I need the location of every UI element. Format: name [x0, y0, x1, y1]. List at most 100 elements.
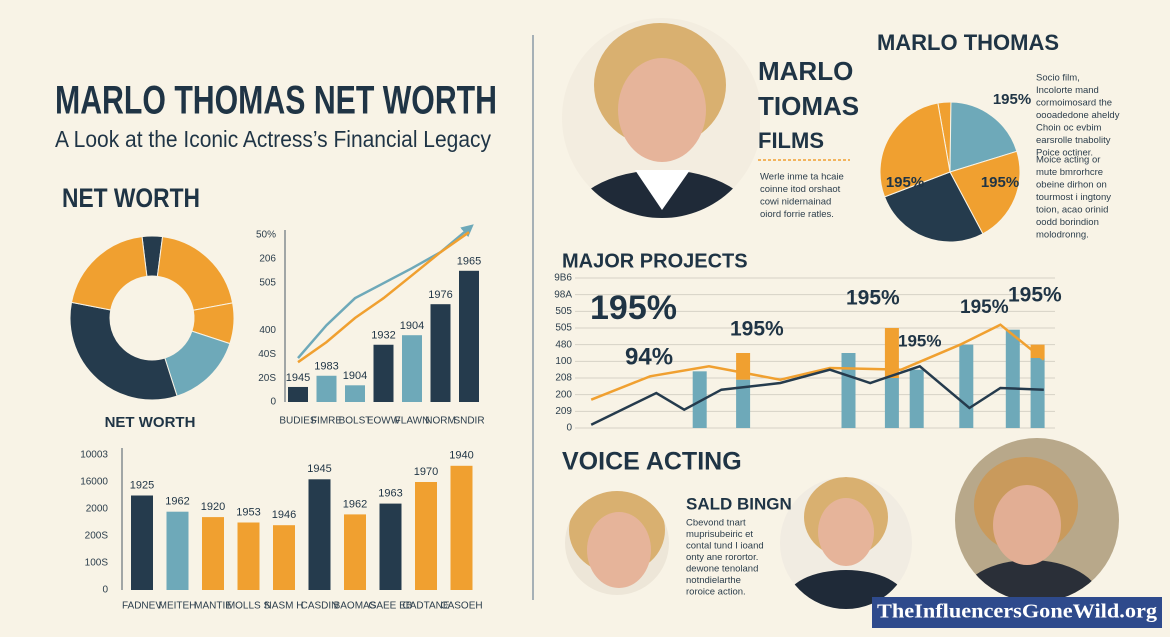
- voice-subtitle: SALD BINGN: [686, 494, 792, 513]
- x-tick-label: NASM H: [265, 601, 304, 612]
- text-line: Moice acting or: [1036, 155, 1100, 166]
- x-tick-label: FLAWN: [395, 416, 430, 427]
- y-tick-label: 200S: [85, 531, 109, 542]
- text-line: dewone tenoland: [686, 564, 758, 575]
- portrait: [565, 491, 669, 595]
- slice: [69, 301, 178, 401]
- x-tick-label: GAEE EB: [369, 601, 413, 612]
- x-tick-label: MANTIE: [194, 601, 232, 612]
- x-tick-label: MOLLS S: [227, 601, 271, 612]
- bar-annotation: 1925: [130, 479, 154, 491]
- films-title: TIOMAS: [758, 91, 859, 121]
- bar: [692, 371, 707, 428]
- bar: [316, 375, 337, 402]
- line: [590, 364, 1044, 426]
- annotation: 195%: [730, 318, 784, 341]
- bar: [166, 511, 189, 590]
- text-line: Poice octiner.: [1036, 148, 1093, 159]
- y-tick-label: 200: [555, 389, 572, 400]
- bar: [202, 517, 224, 590]
- x-tick-label: CADTANE: [402, 601, 449, 612]
- x-tick-label: BAOMAS: [334, 601, 377, 612]
- x-tick-label: SNDIR: [453, 416, 484, 427]
- bar: [736, 353, 751, 380]
- bar: [237, 522, 260, 590]
- text-line: coinne itod orshaot: [760, 184, 841, 195]
- annotation: 195%: [898, 331, 941, 350]
- text-line: earsrolle tnabolity: [1036, 135, 1111, 146]
- bar: [379, 503, 402, 590]
- text-line: Socio film,: [1036, 73, 1080, 84]
- bar: [402, 335, 422, 402]
- voice-title: VOICE ACTING: [562, 448, 742, 476]
- text-line: onty ane rorortor.: [686, 552, 758, 563]
- annotation: 195%: [1008, 284, 1062, 307]
- y-tick-label: 206: [259, 254, 276, 265]
- bar: [459, 270, 479, 402]
- bar-annotation: 1983: [314, 361, 338, 373]
- bar: [841, 353, 856, 428]
- text-line: Choin oc evbim: [1036, 123, 1102, 134]
- chart-title: MARLO THOMAS: [877, 30, 1059, 55]
- portrait: [780, 477, 912, 609]
- annotation: 195%: [960, 297, 1009, 318]
- chart-title: MAJOR PROJECTS: [562, 250, 748, 272]
- slice: [70, 236, 148, 311]
- bar: [884, 378, 899, 428]
- text-line: Incolorte mand: [1036, 85, 1099, 96]
- x-tick-label: BUDIES: [279, 416, 317, 427]
- bar-annotation: 1965: [457, 256, 481, 268]
- y-tick-label: 0: [270, 397, 276, 408]
- slice: [883, 171, 984, 243]
- bar: [909, 369, 924, 428]
- y-tick-label: 400: [259, 325, 276, 336]
- y-tick-label: 100: [555, 356, 572, 367]
- slice: [879, 102, 951, 198]
- bar: [959, 344, 974, 428]
- bar-annotation: 1904: [400, 320, 424, 332]
- y-tick-label: 20S: [258, 373, 276, 384]
- y-tick-label: 98A: [554, 289, 572, 300]
- annotation: 94%: [625, 343, 673, 370]
- bar: [430, 304, 451, 402]
- bar: [345, 385, 365, 402]
- bar: [450, 465, 473, 590]
- bar: [736, 379, 751, 428]
- x-tick-label: EOWW: [367, 416, 401, 427]
- x-tick-label: FADNEV: [122, 601, 162, 612]
- bar-annotation: 1940: [449, 450, 473, 462]
- bar-annotation: 1963: [378, 488, 402, 500]
- y-tick-label: 505: [259, 277, 276, 288]
- bar: [373, 344, 394, 402]
- bar: [1030, 344, 1045, 358]
- x-tick-label: BOLST: [339, 416, 372, 427]
- bar-annotation: 1920: [201, 501, 225, 513]
- bar: [273, 525, 295, 590]
- watermark-box: [872, 597, 1162, 628]
- text-line: contal tund I ioand: [686, 541, 764, 552]
- y-tick-label: 2000: [86, 504, 109, 515]
- y-tick-label: 50%: [256, 230, 276, 241]
- text-line: mute bmrorhcre: [1036, 167, 1103, 178]
- watermark: TheInfluencersGoneWild.org: [877, 601, 1157, 623]
- y-tick-label: 480: [555, 339, 572, 350]
- text-line: oooadedone aheldy: [1036, 110, 1120, 121]
- section-heading: NET WORTH: [62, 183, 200, 213]
- bar-annotation: 1976: [428, 289, 452, 301]
- annotation: 195%: [981, 174, 1019, 191]
- bar-annotation: 1970: [414, 466, 438, 478]
- x-tick-label: MEITEH: [159, 601, 197, 612]
- annotation: 195%: [590, 289, 677, 327]
- pie-text: Socio film,Incolorte mand cormoimosard th…: [1036, 73, 1120, 241]
- bar: [288, 386, 308, 402]
- y-tick-label: 208: [555, 373, 572, 384]
- bar: [415, 482, 437, 590]
- text-line: Werle inme ta hcaie: [760, 172, 844, 183]
- text-line: cormoimosard the: [1036, 98, 1112, 109]
- text-line: muprisubeiric et: [686, 529, 753, 540]
- text-line: roroice action.: [686, 587, 746, 598]
- bar-annotation: 1946: [272, 509, 296, 521]
- y-tick-label: 505: [555, 323, 572, 334]
- bar: [308, 479, 331, 590]
